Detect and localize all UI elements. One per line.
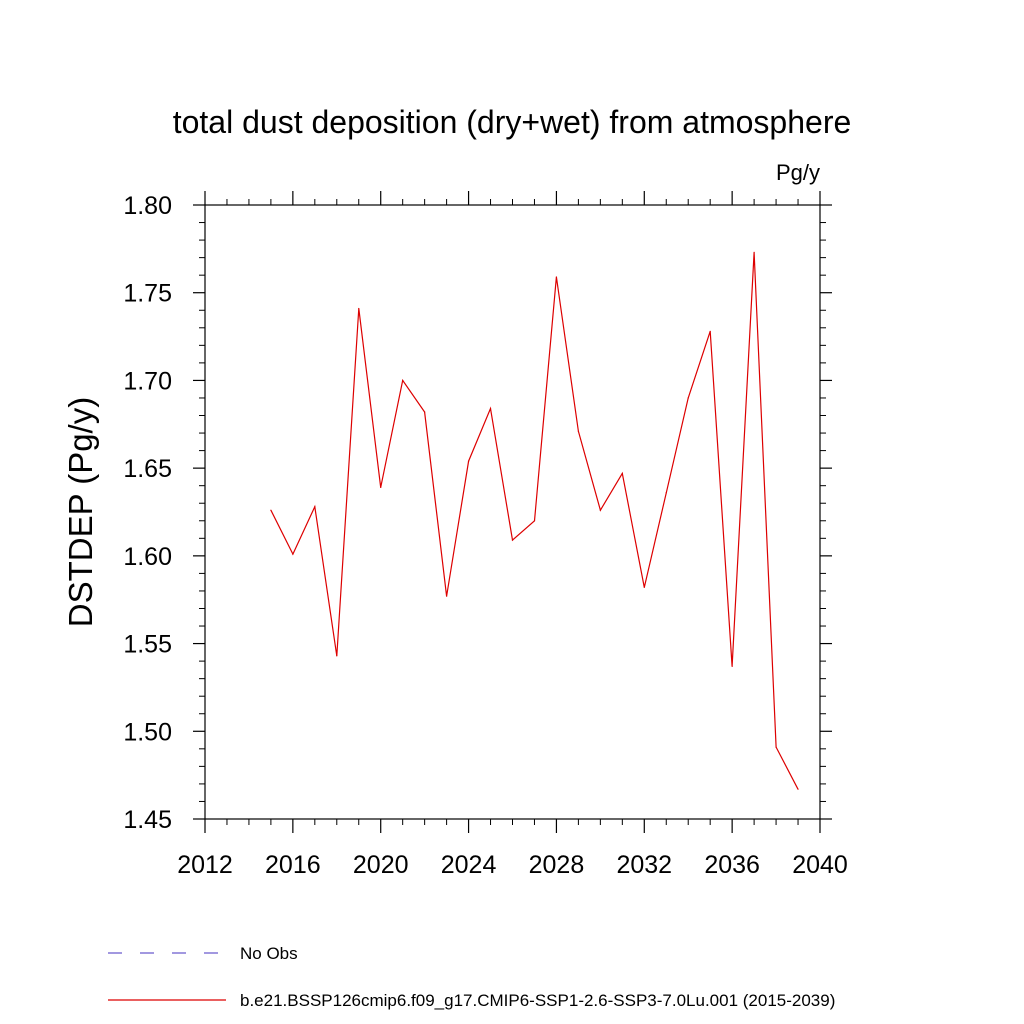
y-tick-label: 1.70 — [123, 367, 172, 395]
data-point — [424, 411, 426, 413]
tick-labels: 2012 2016 2020 2024 2028 2032 2036 2040 1.45 1.50… — [123, 192, 847, 879]
axis-ticks — [193, 191, 832, 833]
x-tick-label: 2028 — [529, 851, 585, 879]
data-point — [577, 430, 579, 432]
x-tick-label: 2016 — [265, 851, 321, 879]
data-point — [292, 553, 294, 555]
x-tick-label: 2020 — [353, 851, 409, 879]
y-tick-label: 1.50 — [123, 718, 172, 746]
x-tick-label: 2012 — [177, 851, 233, 879]
legend-label: b.e21.BSSP126cmip6.f09_g17.CMIP6-SSP1-2.… — [240, 991, 835, 1010]
units-label: Pg/y — [776, 160, 820, 185]
y-tick-label: 1.45 — [123, 806, 172, 834]
y-tick-label: 1.75 — [123, 280, 172, 308]
x-tick-label: 2036 — [704, 851, 760, 879]
data-point — [358, 307, 360, 310]
data-point — [533, 520, 536, 522]
data-point — [731, 665, 733, 667]
data-point — [555, 276, 558, 278]
y-tick-label: 1.55 — [123, 631, 172, 659]
y-tick-label: 1.60 — [123, 543, 172, 571]
y-tick-label: 1.80 — [123, 192, 172, 220]
data-point — [467, 460, 470, 462]
legend: No Obs b.e21.BSSP126cmip6.f09_g17.CMIP6-S… — [108, 944, 835, 1010]
data-point — [753, 251, 755, 253]
data-point — [599, 509, 601, 511]
data-point — [511, 539, 514, 541]
data-point — [775, 746, 777, 748]
legend-label: No Obs — [240, 944, 298, 963]
data-point — [446, 595, 448, 597]
data-point — [621, 472, 623, 475]
y-axis-label: DSTDEP (Pg/y) — [62, 397, 99, 627]
data-point — [709, 330, 711, 332]
data-point — [489, 407, 492, 410]
data-point — [797, 788, 799, 790]
data-point — [270, 509, 272, 511]
x-tick-label: 2024 — [441, 851, 497, 879]
data-point — [380, 486, 382, 489]
data-point — [665, 492, 667, 494]
data-point — [336, 655, 338, 657]
chart-title: total dust deposition (dry+wet) from atm… — [173, 104, 852, 140]
x-tick-label: 2040 — [792, 851, 848, 879]
data-point — [643, 586, 645, 589]
series-layer — [270, 251, 799, 790]
plot-frame — [204, 204, 821, 820]
data-point — [314, 506, 316, 508]
data-point — [402, 379, 404, 382]
data-point — [687, 397, 689, 399]
y-tick-label: 1.65 — [123, 455, 172, 483]
x-tick-label: 2032 — [616, 851, 672, 879]
